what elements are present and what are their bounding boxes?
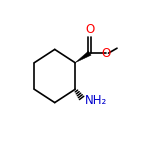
Polygon shape	[75, 51, 91, 63]
Text: O: O	[85, 23, 94, 36]
Text: NH₂: NH₂	[85, 94, 107, 107]
Text: O: O	[101, 47, 110, 60]
